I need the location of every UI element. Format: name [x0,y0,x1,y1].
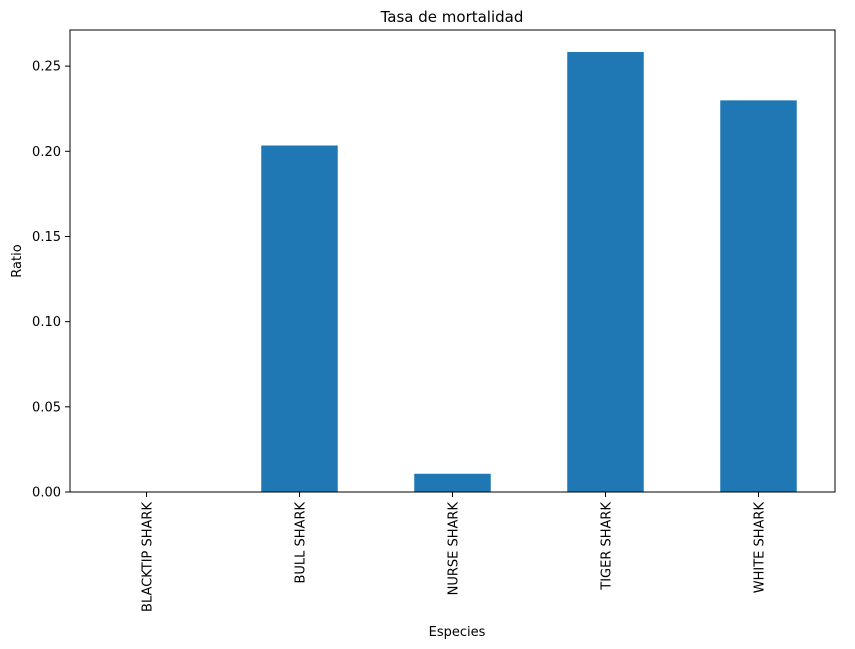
x-axis-label: Especies [429,625,486,640]
y-tick-label-2: 0.10 [32,315,61,330]
x-tick-label-white-shark: WHITE SHARK [753,502,768,594]
bars-group [261,51,797,493]
bar-tiger-shark [567,51,644,492]
y-tick-label-0: 0.00 [32,486,61,501]
y-tick-label-4: 0.20 [32,145,61,160]
plot-frame [69,29,836,493]
x-tick-label-blacktip-shark: BLACKTIP SHARK [141,502,156,612]
y-axis-label: Ratio [10,244,25,277]
bar-white-shark [720,100,797,493]
x-axis: BLACKTIP SHARK BULL SHARK NURSE SHARK TIGER… [141,492,768,612]
x-tick-label-bull-shark: BULL SHARK [294,502,309,584]
bar-bull-shark [261,145,338,492]
y-tick-label-5: 0.25 [32,60,61,75]
bar-nurse-shark [414,473,491,492]
chart-title: Tasa de mortalidad [380,8,524,26]
x-tick-label-nurse-shark: NURSE SHARK [447,502,462,596]
y-axis: 0.00 0.05 0.10 0.15 0.20 0.25 [32,60,70,501]
y-tick-label-1: 0.05 [32,400,61,415]
y-tick-label-3: 0.15 [32,230,61,245]
x-tick-label-tiger-shark: TIGER SHARK [600,502,615,591]
